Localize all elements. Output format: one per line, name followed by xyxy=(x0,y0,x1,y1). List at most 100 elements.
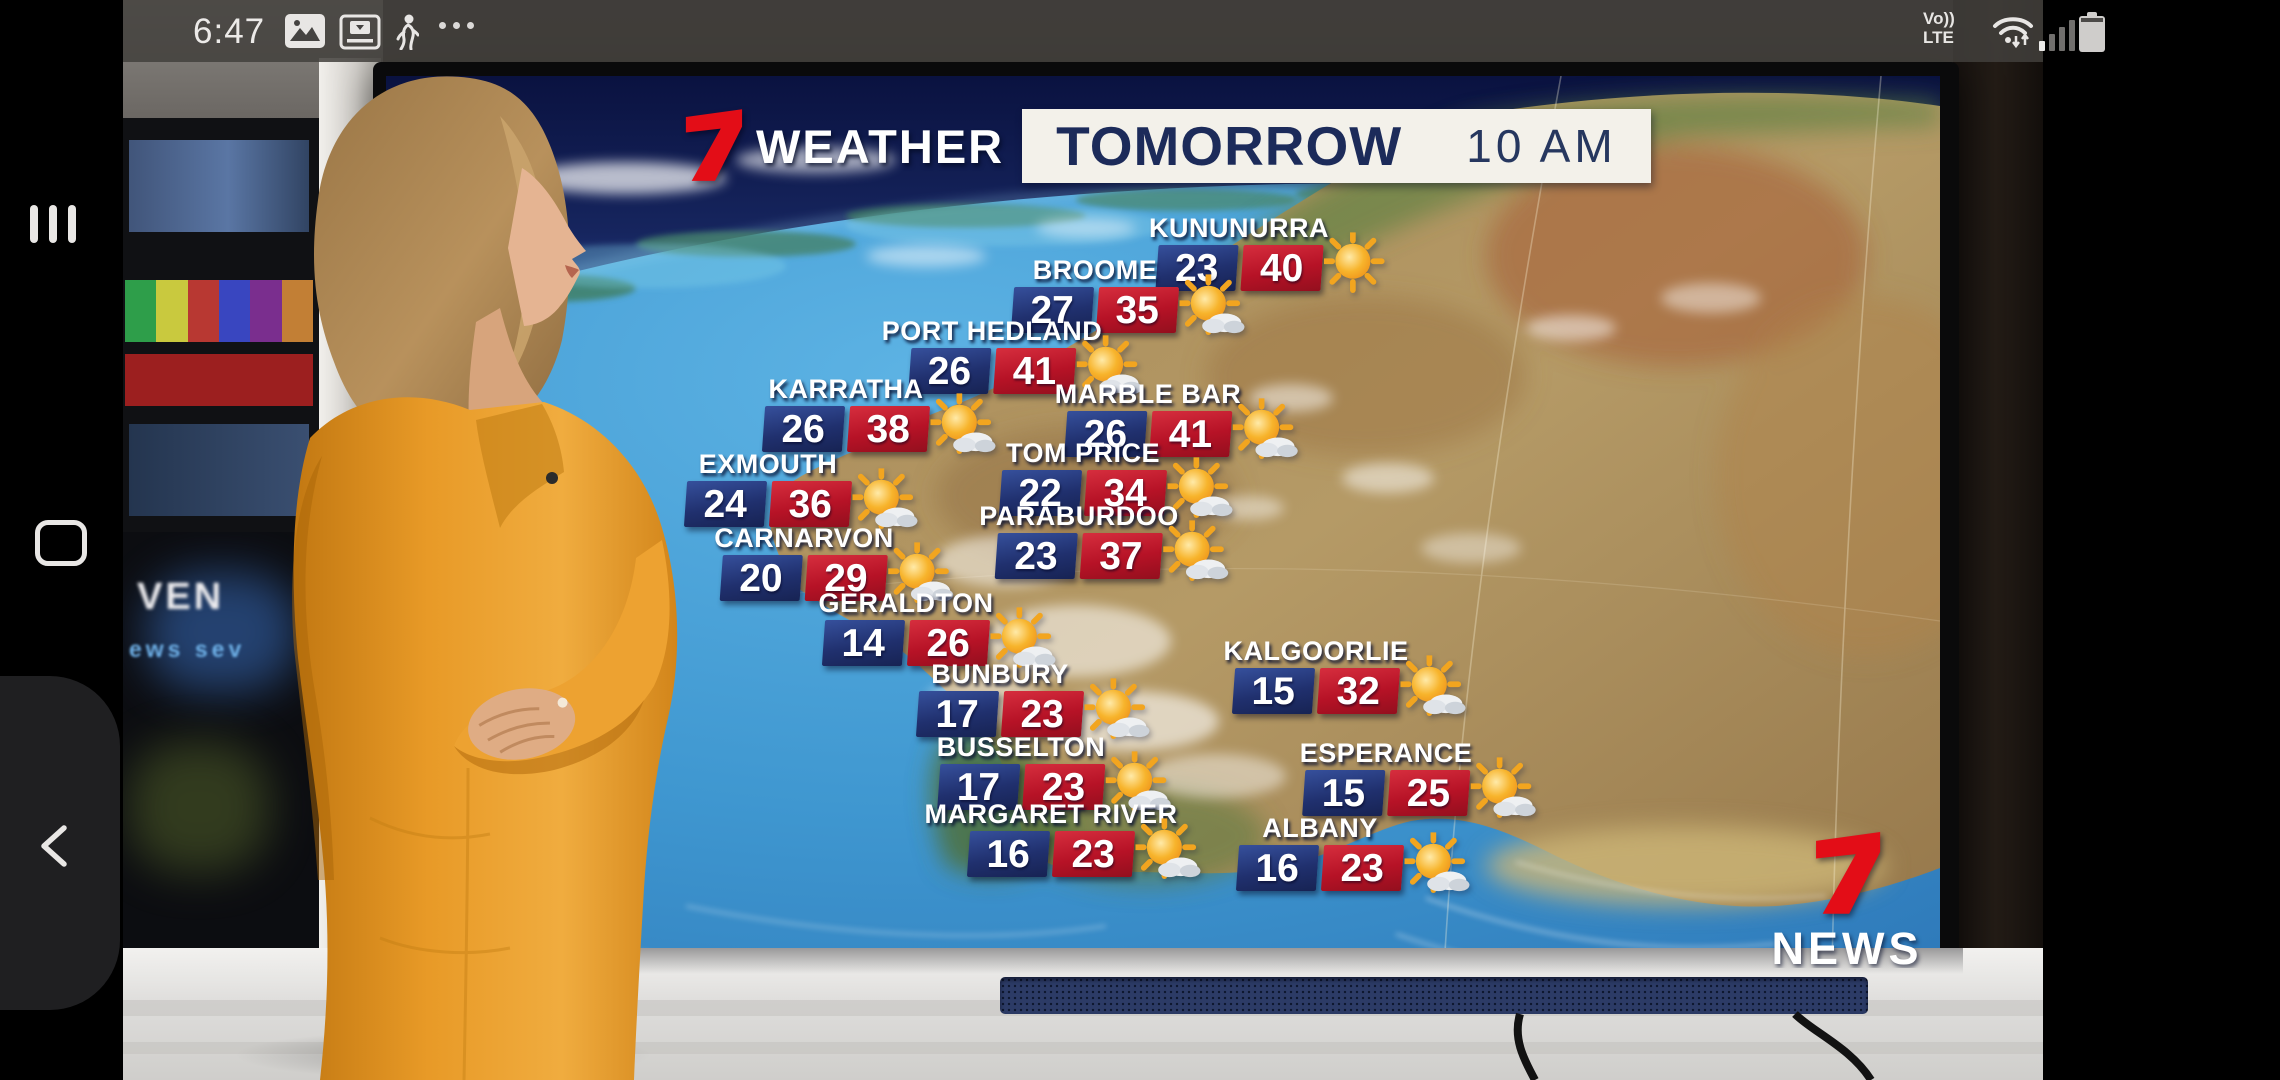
city-forecast: BUSSELTON 17 23 xyxy=(936,732,1171,812)
city-forecast: MARBLE BAR 26 41 xyxy=(1054,379,1298,459)
tv-soundbar xyxy=(1000,977,1868,1014)
min-temp-chip: 15 xyxy=(1231,668,1316,714)
sun-cloud-icon xyxy=(1163,520,1229,581)
city-forecasts: KUNUNURRA 23 40 BROOME 2 xyxy=(386,76,1940,968)
back-button[interactable] xyxy=(36,822,72,870)
recents-button[interactable] xyxy=(30,205,76,243)
city-name: TOM PRICE xyxy=(1005,438,1160,468)
city-forecast: ALBANY 16 23 xyxy=(1235,813,1470,893)
city-name: MARBLE BAR xyxy=(1054,379,1242,409)
more-icon xyxy=(439,22,474,29)
max-temp-chip: 35 xyxy=(1095,287,1180,333)
studio-monitor-large-text: VEN xyxy=(137,576,225,618)
city-forecast: BUNBURY 17 23 xyxy=(915,659,1150,739)
weather-presenter xyxy=(292,76,678,1080)
min-temp-chip: 14 xyxy=(821,620,906,666)
max-temp-chip: 40 xyxy=(1239,245,1324,291)
studio-monitor-small-text: ews sev xyxy=(129,636,246,662)
seven-logo-icon xyxy=(685,109,743,181)
sun-cloud-icon xyxy=(1400,655,1466,716)
min-temp-chip: 15 xyxy=(1301,770,1386,816)
status-bar: 6:47 Vo)) LTE xyxy=(123,0,2105,62)
city-name: KUNUNURRA xyxy=(1149,213,1329,243)
city-forecast: PARABURDOO 23 37 xyxy=(979,501,1229,581)
sun-cloud-icon xyxy=(1179,274,1245,335)
sun-cloud-icon xyxy=(1105,751,1171,812)
studio-monitor-lower: VEN ews sev xyxy=(123,532,319,952)
sun-cloud-icon xyxy=(888,542,954,603)
watermark-brand: NEWS xyxy=(1771,923,1923,968)
volte-icon: Vo)) LTE xyxy=(1923,9,1955,47)
city-forecast: KARRATHA 26 38 xyxy=(761,374,996,454)
android-nav-bar xyxy=(0,0,123,1080)
city-forecast: GERALDTON 14 26 xyxy=(818,588,1056,668)
video-player-surface[interactable]: VEN ews sev xyxy=(123,0,2043,1080)
max-temp-chip: 36 xyxy=(768,481,853,527)
city-name: ESPERANCE xyxy=(1299,738,1473,768)
sun-cloud-icon xyxy=(1084,678,1150,739)
clock: 6:47 xyxy=(193,12,266,51)
city-name: BROOME xyxy=(1032,255,1158,285)
city-name: PARABURDOO xyxy=(979,501,1179,531)
min-temp-chip: 26 xyxy=(761,406,846,452)
city-name: CARNARVON xyxy=(714,523,894,553)
studio-background-right xyxy=(1953,0,2043,1080)
max-temp-chip: 32 xyxy=(1316,668,1401,714)
sun-cloud-icon xyxy=(990,607,1056,668)
max-temp-chip: 38 xyxy=(846,406,931,452)
city-name: KALGOORLIE xyxy=(1223,636,1409,666)
max-temp-chip: 25 xyxy=(1386,770,1471,816)
min-temp-chip: 16 xyxy=(966,831,1051,877)
city-name: ALBANY xyxy=(1262,813,1378,843)
city-forecast: TOM PRICE 22 34 xyxy=(998,438,1233,518)
city-name: MARGARET RIVER xyxy=(924,799,1178,829)
picture-in-picture-icon xyxy=(339,14,381,50)
program-title: WEATHER xyxy=(756,119,1005,173)
sun-icon xyxy=(1323,232,1385,293)
weather-header: WEATHER TOMORROW 10 AM xyxy=(682,106,1651,186)
weather-map-screen: WEATHER TOMORROW 10 AM KUNUNURRA 23 40 xyxy=(386,76,1940,968)
min-temp-chip: 23 xyxy=(994,533,1079,579)
city-forecast: BROOME 27 35 xyxy=(1010,255,1245,335)
sun-cloud-icon xyxy=(1470,757,1536,818)
city-name: BUSSELTON xyxy=(936,732,1106,762)
battery-icon xyxy=(2079,12,2105,52)
sun-cloud-icon xyxy=(1404,832,1470,893)
wifi-icon xyxy=(1993,17,2033,49)
forecast-banner: TOMORROW 10 AM xyxy=(1022,109,1651,183)
city-forecast: KUNUNURRA 23 40 xyxy=(1149,213,1385,293)
city-name: GERALDTON xyxy=(818,588,994,618)
city-name: KARRATHA xyxy=(768,374,924,404)
home-button[interactable] xyxy=(35,520,87,566)
sun-cloud-icon xyxy=(1167,457,1233,518)
sun-cloud-icon xyxy=(1135,818,1201,879)
city-forecast: PORT HEDLAND 26 41 xyxy=(881,316,1142,396)
seven-logo-icon xyxy=(1816,832,1881,914)
city-forecast: KALGOORLIE 15 32 xyxy=(1223,636,1466,716)
channel-watermark: NEWS .com.au xyxy=(1758,832,1936,968)
city-name: EXMOUTH xyxy=(698,449,838,479)
city-forecast: ESPERANCE 15 25 xyxy=(1299,738,1536,818)
sun-cloud-icon xyxy=(852,468,918,529)
sun-cloud-icon xyxy=(1232,398,1298,459)
edge-panel-handle xyxy=(0,676,120,1010)
gallery-icon xyxy=(285,14,325,48)
max-temp-chip: 23 xyxy=(1051,831,1136,877)
studio-monitor-wall xyxy=(123,118,319,532)
signal-icon xyxy=(2039,20,2075,51)
city-forecast: CARNARVON 20 29 xyxy=(714,523,954,603)
max-temp-chip: 23 xyxy=(1320,845,1405,891)
max-temp-chip: 37 xyxy=(1079,533,1164,579)
min-temp-chip: 17 xyxy=(915,691,1000,737)
city-name: BUNBURY xyxy=(931,659,1069,689)
city-forecast: EXMOUTH 24 36 xyxy=(683,449,918,529)
digital-wellbeing-icon xyxy=(396,14,419,50)
max-temp-chip: 23 xyxy=(1000,691,1085,737)
min-temp-chip: 20 xyxy=(719,555,804,601)
banner-title: TOMORROW xyxy=(1056,115,1403,177)
sun-cloud-icon xyxy=(930,393,996,454)
city-name: PORT HEDLAND xyxy=(881,316,1103,346)
min-temp-chip: 16 xyxy=(1235,845,1320,891)
city-forecast: MARGARET RIVER 16 23 xyxy=(924,799,1201,879)
